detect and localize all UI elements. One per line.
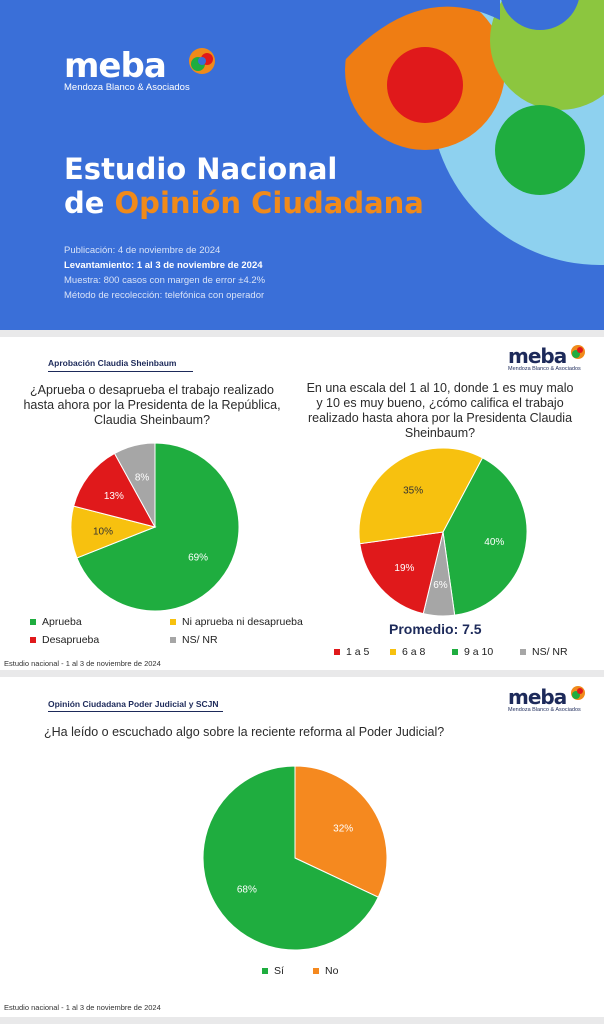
pie-slice-sí xyxy=(202,765,379,951)
meba-logo: meba Mendoza Blanco & Asociados xyxy=(508,685,588,715)
question-reform: ¿Ha leído o escuchado algo sobre la reci… xyxy=(44,725,445,739)
pie-slice-desaprueba xyxy=(73,452,156,528)
legend-ni-aprueba: Ni aprueba ni desaprueba xyxy=(170,616,303,628)
pie-slice-9-a-10 xyxy=(442,457,528,616)
pie-slice-6-a-8 xyxy=(358,447,484,545)
approval-slide: Aprobación Claudia Sheinbaum meba Mendoz… xyxy=(0,337,604,670)
slide-footer: Estudio nacional - 1 al 3 de noviembre d… xyxy=(4,1003,161,1012)
cover-title: Estudio Nacional de Opinión Ciudadana xyxy=(64,152,424,220)
brand-subtitle: Mendoza Blanco & Asociados xyxy=(64,82,190,93)
legend-no: No xyxy=(313,965,338,977)
rating-pie-chart: 40% 6% 19% 35% xyxy=(358,447,528,617)
question-approval: ¿Aprueba o desaprueba el trabajo realiza… xyxy=(23,383,281,427)
legend-9a10: 9 a 10 xyxy=(452,646,493,658)
pie-data-label: 35% xyxy=(403,485,423,496)
brand-logo: meba xyxy=(64,46,167,86)
question-rating: En una escala del 1 al 10, donde 1 es mu… xyxy=(306,381,574,440)
approval-pie-chart: 69% 10% 13% 8% xyxy=(70,442,240,612)
legend-1a5: 1 a 5 xyxy=(334,646,369,658)
legend-6a8: 6 a 8 xyxy=(390,646,425,658)
pie-data-label: 32% xyxy=(333,823,353,834)
header-underline xyxy=(48,371,193,372)
pie-data-label: 40% xyxy=(484,537,504,548)
legend-rating-nsnr: NS/ NR xyxy=(520,646,568,658)
reform-pie-chart: 32% 68% xyxy=(202,765,388,951)
pie-slice-aprueba xyxy=(76,442,240,612)
average-score: Promedio: 7.5 xyxy=(389,621,482,637)
decorative-shapes xyxy=(345,0,604,265)
legend-si: Sí xyxy=(262,965,284,977)
pie-data-label: 13% xyxy=(104,491,124,502)
pie-slice-no xyxy=(294,765,388,898)
cover-title-accent: Opinión Ciudadana xyxy=(114,186,424,220)
meba-logo-icon xyxy=(571,686,585,700)
legend-desaprueba: Desaprueba xyxy=(30,634,99,646)
pie-data-label: 19% xyxy=(394,563,414,574)
pie-data-label: 8% xyxy=(135,473,150,484)
cover-title-line2: de Opinión Ciudadana xyxy=(64,186,424,220)
meba-logo-icon xyxy=(571,345,585,359)
legend-aprueba: Aprueba xyxy=(30,616,82,628)
pie-slice-ns-nr xyxy=(113,442,156,528)
pie-slice-1-a-5 xyxy=(359,531,444,615)
fieldwork-date: Levantamiento: 1 al 3 de noviembre de 20… xyxy=(64,260,263,271)
method-info: Método de recolección: telefónica con op… xyxy=(64,290,265,301)
slide-header: Opinión Ciudadana Poder Judicial y SCJN xyxy=(48,699,219,709)
header-underline xyxy=(48,711,223,712)
pie-data-label: 69% xyxy=(188,552,208,563)
pie-data-label: 6% xyxy=(433,580,448,591)
slide-header: Aprobación Claudia Sheinbaum xyxy=(48,358,177,368)
brand-logo-icon xyxy=(189,48,215,74)
cover-title-line1: Estudio Nacional xyxy=(64,152,338,186)
pie-data-label: 68% xyxy=(237,885,257,896)
sample-info: Muestra: 800 casos con margen de error ±… xyxy=(64,275,266,286)
cover-slide: meba Mendoza Blanco & Asociados Estudio … xyxy=(0,0,604,330)
publication-date: Publicación: 4 de noviembre de 2024 xyxy=(64,245,221,256)
slide-footer: Estudio nacional - 1 al 3 de noviembre d… xyxy=(4,659,161,668)
cover-meta: Publicación: 4 de noviembre de 2024 Leva… xyxy=(64,243,265,303)
pie-data-label: 10% xyxy=(93,526,113,537)
legend-nsnr: NS/ NR xyxy=(170,634,218,646)
meba-logo: meba Mendoza Blanco & Asociados xyxy=(508,344,588,374)
judicial-slide: Opinión Ciudadana Poder Judicial y SCJN … xyxy=(0,677,604,1017)
